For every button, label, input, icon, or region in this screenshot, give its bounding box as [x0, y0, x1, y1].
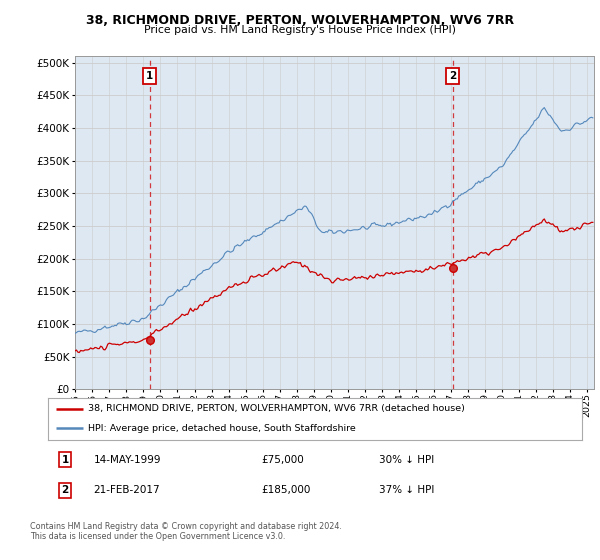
- Text: 1: 1: [146, 71, 153, 81]
- Text: HPI: Average price, detached house, South Staffordshire: HPI: Average price, detached house, Sout…: [88, 424, 356, 433]
- Text: Contains HM Land Registry data © Crown copyright and database right 2024.
This d: Contains HM Land Registry data © Crown c…: [30, 522, 342, 542]
- Text: Price paid vs. HM Land Registry's House Price Index (HPI): Price paid vs. HM Land Registry's House …: [144, 25, 456, 35]
- Text: 38, RICHMOND DRIVE, PERTON, WOLVERHAMPTON, WV6 7RR (detached house): 38, RICHMOND DRIVE, PERTON, WOLVERHAMPTO…: [88, 404, 465, 413]
- Text: 38, RICHMOND DRIVE, PERTON, WOLVERHAMPTON, WV6 7RR: 38, RICHMOND DRIVE, PERTON, WOLVERHAMPTO…: [86, 14, 514, 27]
- Text: 2: 2: [449, 71, 456, 81]
- Text: £75,000: £75,000: [262, 455, 304, 465]
- Text: 1: 1: [61, 455, 68, 465]
- Text: 30% ↓ HPI: 30% ↓ HPI: [379, 455, 434, 465]
- Text: 37% ↓ HPI: 37% ↓ HPI: [379, 486, 434, 496]
- Text: 14-MAY-1999: 14-MAY-1999: [94, 455, 161, 465]
- Text: 2: 2: [61, 486, 68, 496]
- Text: 21-FEB-2017: 21-FEB-2017: [94, 486, 160, 496]
- Text: £185,000: £185,000: [262, 486, 311, 496]
